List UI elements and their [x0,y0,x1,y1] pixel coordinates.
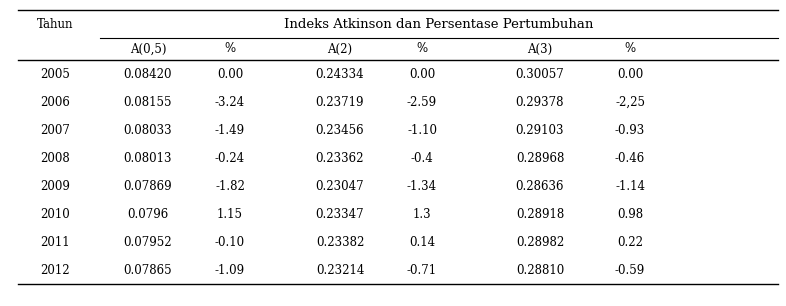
Text: 0.07869: 0.07869 [123,180,172,192]
Text: 0.00: 0.00 [409,68,435,80]
Text: 2006: 2006 [40,95,70,109]
Text: 0.29378: 0.29378 [516,95,564,109]
Text: -1.49: -1.49 [215,124,245,136]
Text: -1.14: -1.14 [615,180,645,192]
Text: 0.30057: 0.30057 [516,68,564,80]
Text: %: % [417,43,428,55]
Text: -1.09: -1.09 [215,263,245,277]
Text: %: % [624,43,636,55]
Text: 0.07952: 0.07952 [123,236,172,248]
Text: 2005: 2005 [40,68,70,80]
Text: 2012: 2012 [40,263,70,277]
Text: 0.08420: 0.08420 [123,68,172,80]
Text: -1.34: -1.34 [407,180,437,192]
Text: 1.15: 1.15 [217,207,243,221]
Text: Tahun: Tahun [37,17,73,31]
Text: A(2): A(2) [328,43,353,55]
Text: 0.0796: 0.0796 [127,207,169,221]
Text: -0.24: -0.24 [215,151,245,165]
Text: -0.71: -0.71 [407,263,437,277]
Text: -0.59: -0.59 [615,263,645,277]
Text: 0.23047: 0.23047 [316,180,365,192]
Text: 0.28810: 0.28810 [516,263,564,277]
Text: 0.23362: 0.23362 [316,151,364,165]
Text: 0.23719: 0.23719 [316,95,364,109]
Text: 0.29103: 0.29103 [516,124,564,136]
Text: 2007: 2007 [40,124,70,136]
Text: A(0,5): A(0,5) [130,43,167,55]
Text: 0.00: 0.00 [217,68,243,80]
Text: 2011: 2011 [40,236,70,248]
Text: -1.10: -1.10 [407,124,437,136]
Text: 0.28918: 0.28918 [516,207,564,221]
Text: -0.46: -0.46 [615,151,645,165]
Text: -0.10: -0.10 [215,236,245,248]
Text: Indeks Atkinson dan Persentase Pertumbuhan: Indeks Atkinson dan Persentase Pertumbuh… [285,17,593,31]
Text: 0.08155: 0.08155 [123,95,172,109]
Text: 0.24334: 0.24334 [316,68,365,80]
Text: A(3): A(3) [527,43,553,55]
Text: 0.28636: 0.28636 [516,180,564,192]
Text: -3.24: -3.24 [215,95,245,109]
Text: -2,25: -2,25 [615,95,645,109]
Text: 0.08013: 0.08013 [123,151,172,165]
Text: 2010: 2010 [40,207,70,221]
Text: 0.23214: 0.23214 [316,263,364,277]
Text: -2.59: -2.59 [407,95,437,109]
Text: 0.00: 0.00 [617,68,643,80]
Text: 2009: 2009 [40,180,70,192]
Text: -0.93: -0.93 [615,124,645,136]
Text: 0.23347: 0.23347 [316,207,365,221]
Text: 0.98: 0.98 [617,207,643,221]
Text: 0.08033: 0.08033 [123,124,172,136]
Text: 2008: 2008 [40,151,70,165]
Text: -1.82: -1.82 [215,180,245,192]
Text: 0.23382: 0.23382 [316,236,364,248]
Text: 0.14: 0.14 [409,236,435,248]
Text: %: % [225,43,236,55]
Text: 0.23456: 0.23456 [316,124,365,136]
Text: 0.28968: 0.28968 [516,151,564,165]
Text: 1.3: 1.3 [413,207,432,221]
Text: 0.22: 0.22 [617,236,643,248]
Text: 0.28982: 0.28982 [516,236,564,248]
Text: 0.07865: 0.07865 [123,263,172,277]
Text: -0.4: -0.4 [410,151,433,165]
